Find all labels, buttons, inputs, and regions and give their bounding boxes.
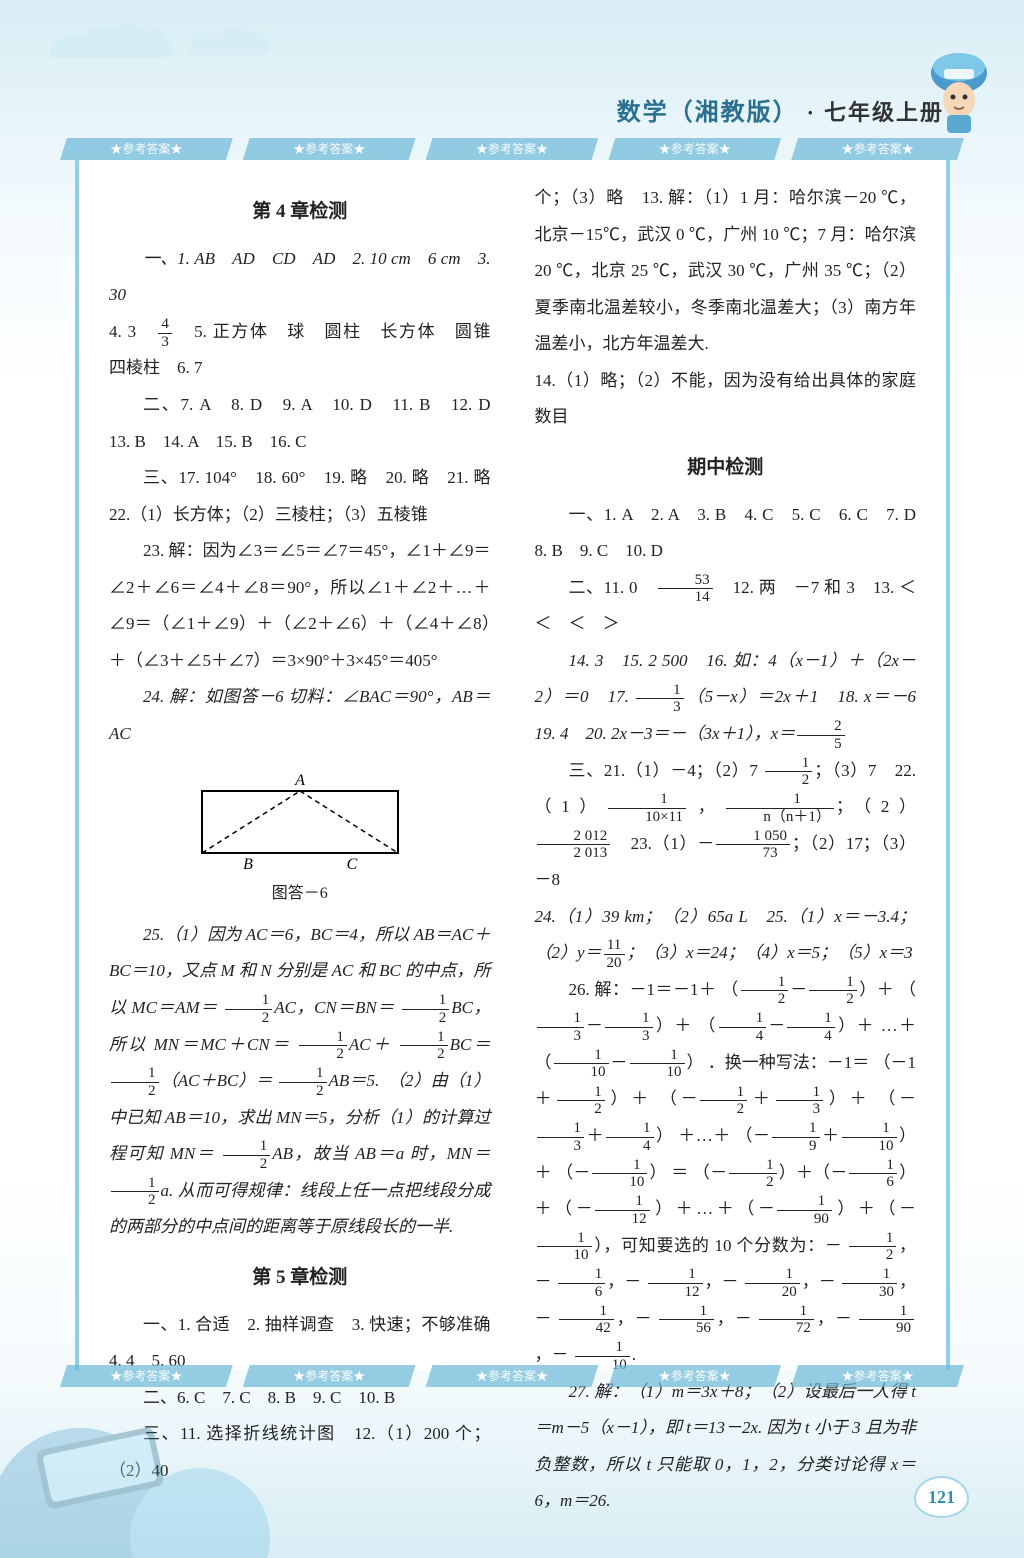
q-line: 二、7. A 8. D 9. A 10. D 11. B 12. D 13. B… [109,387,491,460]
chapter4-title: 第 4 章检测 [109,192,491,233]
bg-splash-icon [0,1378,400,1558]
q-line: 三、21.（1）－4；（2）7 12；（3）7 22.（1）110×11，1n（… [535,753,917,899]
q-line: 个；（3）略 13. 解：（1）1 月：哈尔滨－20 ℃，北京－15℃，武汉 0… [535,180,917,363]
ribbon: ★参考答案★ [791,1365,964,1387]
right-column: 个；（3）略 13. 解：（1）1 月：哈尔滨－20 ℃，北京－15℃，武汉 0… [513,180,917,1350]
svg-text:C: C [346,856,357,873]
subject-title: 数学（湘教版） [617,100,799,126]
q-line: 一、1. A 2. A 3. B 4. C 5. C 6. C 7. D 8. … [535,497,917,570]
ribbon: ★参考答案★ [426,1365,599,1387]
ribbon: ★参考答案★ [426,138,599,160]
page-header: 数学（湘教版） · 七年级上册 [50,92,944,127]
ribbon: ★参考答案★ [791,138,964,160]
page-number: 121 [914,1476,969,1518]
ribbon: ★参考答案★ [608,138,781,160]
svg-text:A: A [294,772,305,789]
cloud-decoration [30,10,330,70]
ribbon: ★参考答案★ [608,1365,781,1387]
header-separator: · [807,100,816,125]
chapter5-title: 第 5 章检测 [109,1258,491,1299]
q-line: 25.（1）因为 AC＝6，BC＝4，所以 AB＝AC＋BC＝10，又点 M 和… [109,917,491,1246]
q-line: 24. 解：如图答－6 切料：∠BAC＝90°，AB＝AC [109,679,491,752]
q-line: 三、17. 104° 18. 60° 19. 略 20. 略 21. 略 22.… [109,460,491,533]
q-line: 23. 解：因为∠3＝∠5＝∠7＝45°，∠1＋∠9＝∠2＋∠6＝∠4＋∠8＝9… [109,533,491,679]
q-line: 24.（1）39 km；（2）65a L 25.（1）x＝－3.4；（2）y＝1… [535,899,917,972]
q-line: 4. 3 43 5. 正方体 球 圆柱 长方体 圆锥 四棱柱 6. 7 [109,314,491,387]
q-line: 14.（1）略；（2）不能，因为没有给出具体的家庭数目 [535,363,917,436]
content-frame: 第 4 章检测 一、1. AB AD CD AD 2. 10 cm 6 cm 3… [75,160,950,1370]
q-line: 27. 解：（1）m＝3x＋8；（2）设最后一人得 t＝m－5（x－1），即 t… [535,1374,917,1520]
q-line: 二、11. 0 5314 12. 两 －7 和 3 13. ＜ ＜ ＜ ＞ [535,570,917,643]
ribbon: ★参考答案★ [243,138,416,160]
q-line: 14. 3 15. 2 500 16. 如：4（x－1）＋（2x－2）＝0 17… [535,643,917,753]
q-line: 26. 解：－1＝－1＋ （12－12）＋ （13－13）＋ （14－14）＋ … [535,972,917,1374]
midterm-title: 期中检测 [535,448,917,489]
svg-text:B: B [243,856,253,873]
left-column: 第 4 章检测 一、1. AB AD CD AD 2. 10 cm 6 cm 3… [109,180,513,1350]
ribbon: ★参考答案★ [60,138,233,160]
q-line: 一、1. AB AD CD AD 2. 10 cm 6 cm 3. 30 [109,241,491,314]
diagram-caption: 图答－6 [109,877,491,911]
mascot-icon [919,45,999,135]
triangle-diagram: A B C [190,763,410,873]
